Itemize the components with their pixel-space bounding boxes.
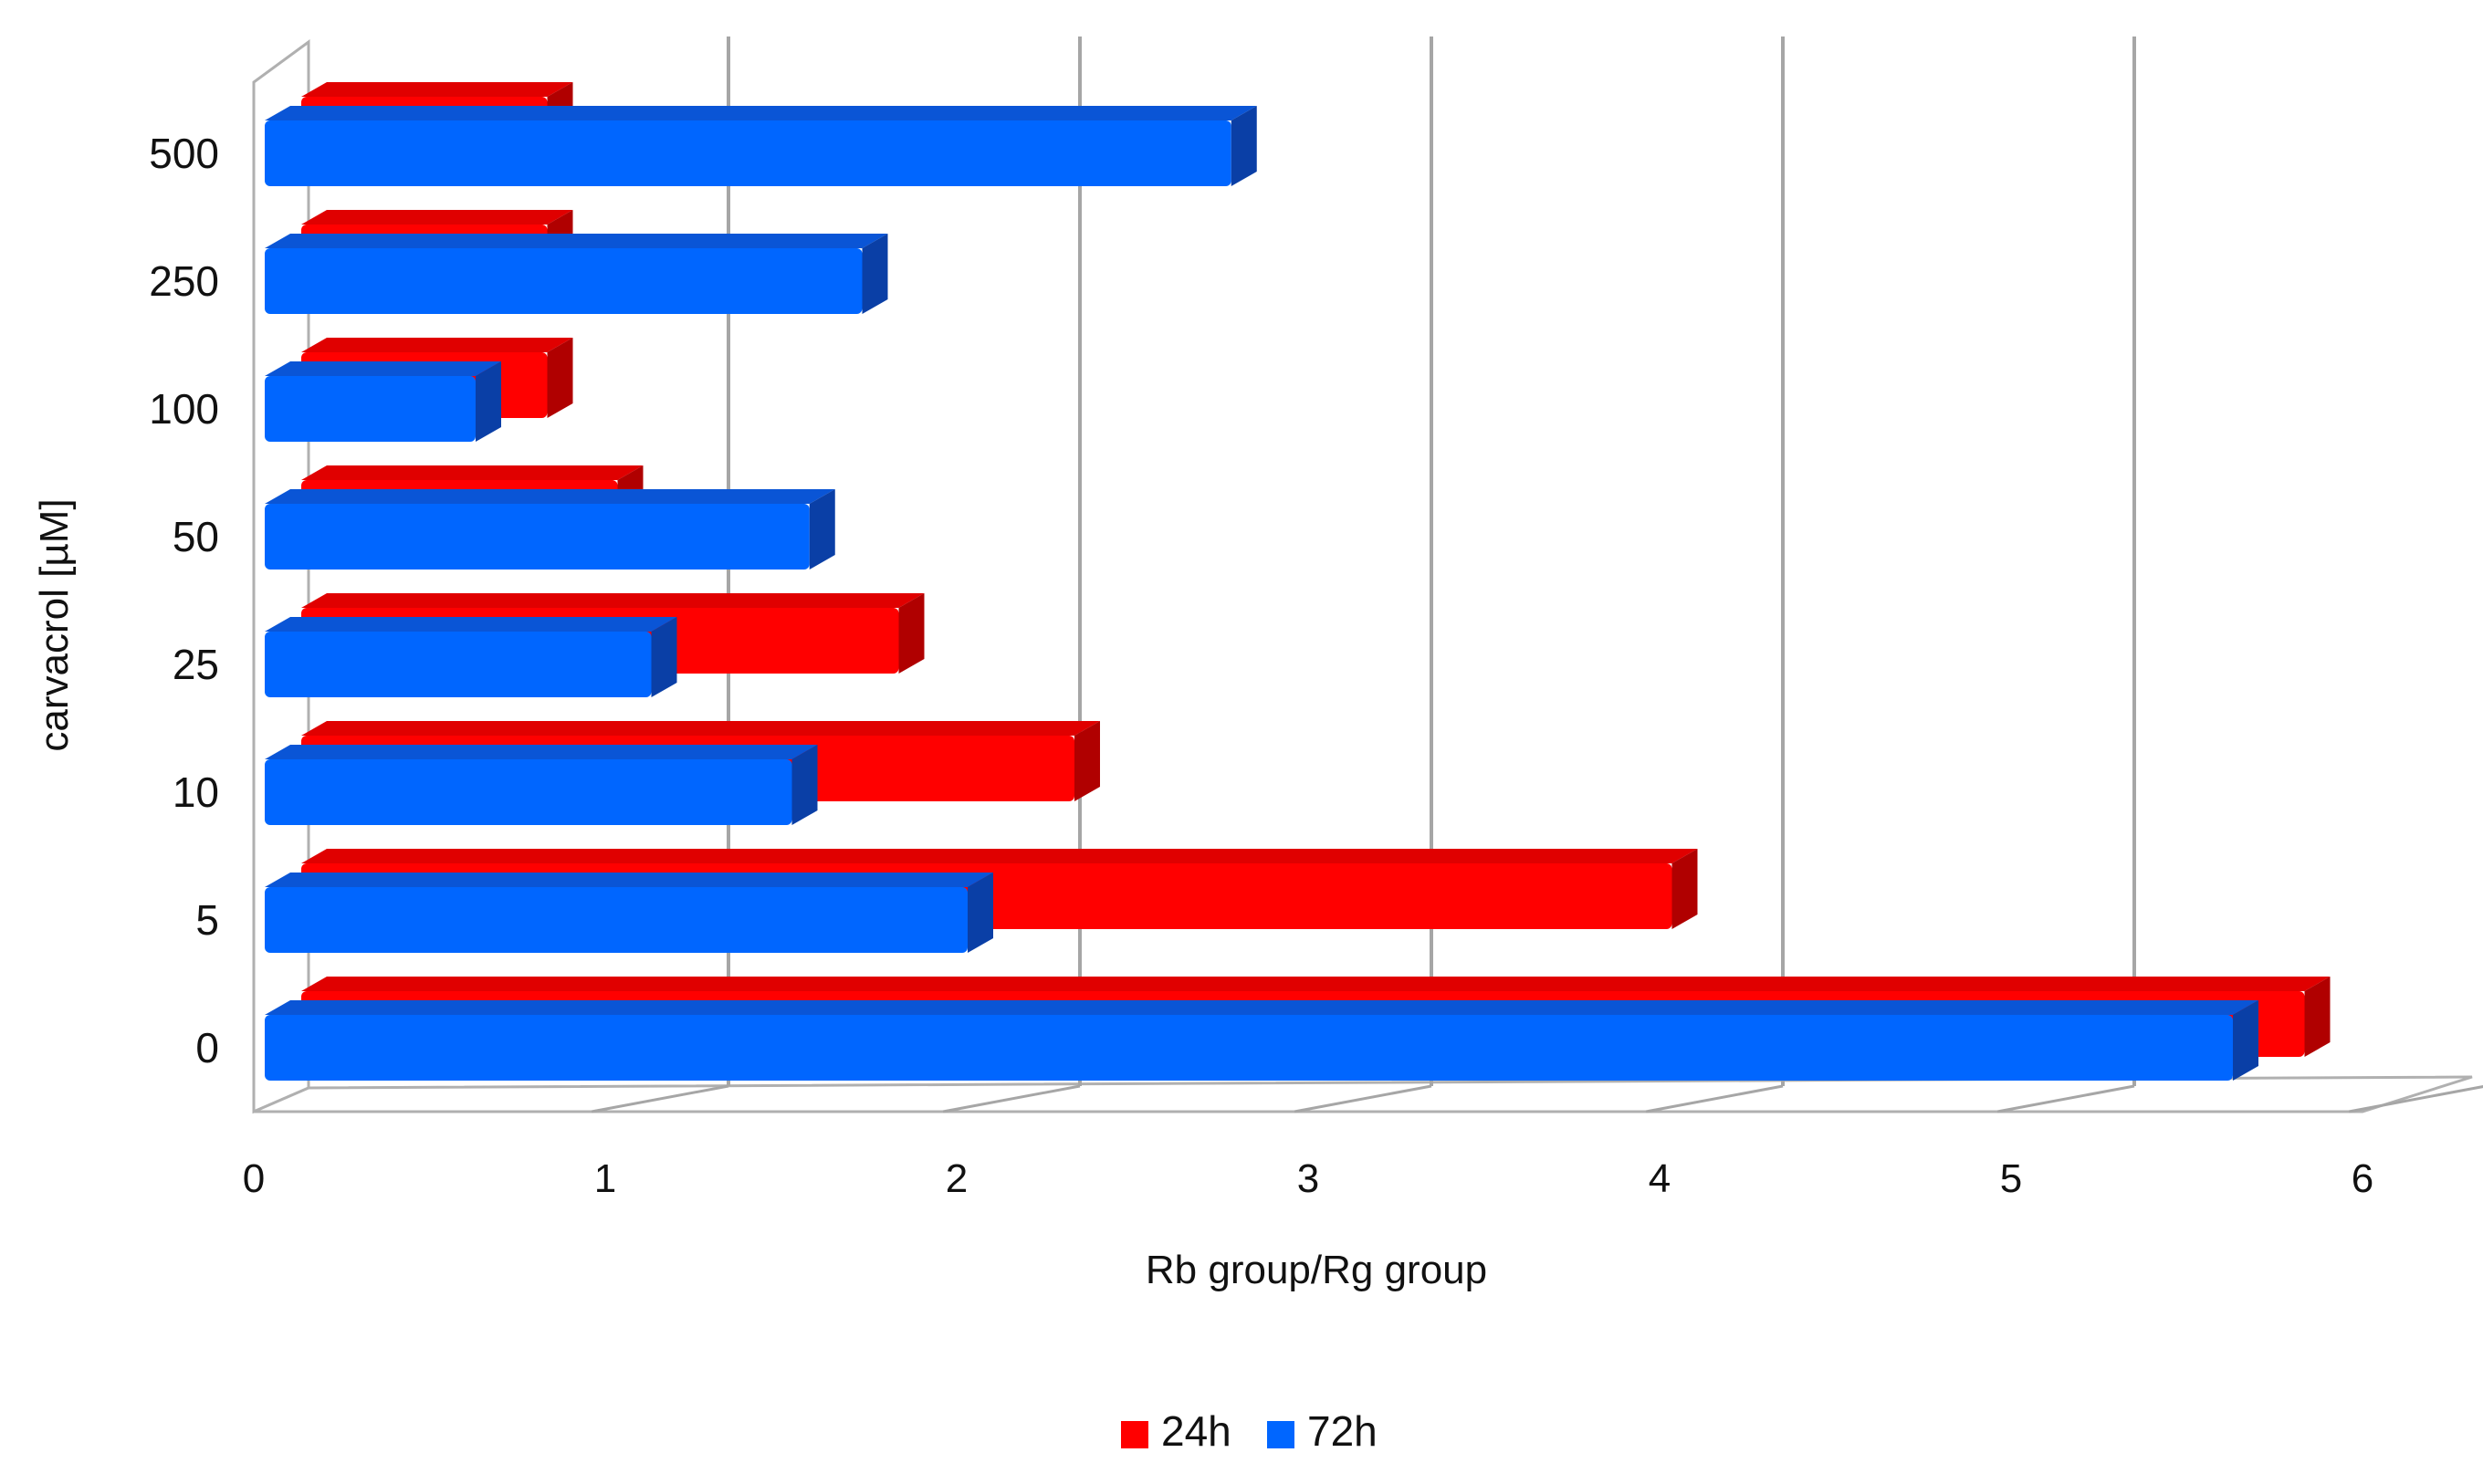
category-label-50: 50 [173,513,219,560]
bar-24h-0-top [301,977,2331,991]
bar-72h-0-front [265,1015,2233,1081]
bar-72h-50-top [265,489,835,504]
bar-24h-5-side [1671,849,1698,929]
bar-24h-25-side [898,593,925,674]
category-label-0: 0 [195,1024,219,1071]
bar-24h-5-top [301,849,1698,863]
x-axis-title: Rb group/Rg group [1146,1248,1487,1292]
bar-72h-10-side [791,745,818,825]
bar-72h-0 [265,1000,2258,1081]
bar-72h-100-front [265,376,476,442]
x-tick-label-6: 6 [2352,1156,2373,1201]
category-label-500: 500 [149,130,219,177]
floor-gridline [942,1084,1081,1113]
bar-24h-100-side [547,338,573,418]
bars [265,82,2331,1081]
bar-72h-100 [265,361,501,442]
bar-24h-25-top [301,593,925,608]
x-tick-label-3: 3 [1297,1156,1319,1201]
bar-72h-50-side [809,489,835,570]
bar-72h-5 [265,873,993,953]
bar-72h-500-top [265,106,1257,120]
bar-72h-250-front [265,248,863,314]
y-axis-title: carvacrol [µM] [32,498,77,751]
bar-72h-500-front [265,120,1231,186]
bar-72h-10 [265,745,818,825]
bar-72h-10-top [265,745,818,759]
floor-gridline [1294,1084,1432,1113]
bar-72h-50 [265,489,835,570]
floor-gridline [2348,1085,2483,1113]
category-label-10: 10 [173,768,219,816]
bar-24h-50-top [301,465,644,480]
category-label-5: 5 [195,896,219,944]
bar-24h-10-top [301,721,1100,736]
bar-72h-25-side [651,617,677,697]
category-label-250: 250 [149,257,219,305]
bar-72h-100-top [265,361,501,376]
bar-24h-0-side [2304,977,2331,1057]
category-labels: 0 5 10 25 50 100 250 500 [149,130,219,1071]
category-label-100: 100 [149,385,219,433]
bar-72h-500-side [1231,106,1257,186]
legend-label-24h: 24h [1161,1407,1231,1455]
bar-72h-0-side [2233,1000,2258,1081]
bar-24h-500-top [301,82,573,97]
x-tick-label-4: 4 [1649,1156,1671,1201]
bar-72h-250-side [862,234,888,314]
bar-72h-50-front [265,504,810,570]
bar-24h-10-side [1074,721,1100,801]
bar-72h-10-front [265,759,792,825]
x-tick-label-2: 2 [946,1156,968,1201]
floor-gridline [1996,1084,2135,1113]
bar-72h-25-front [265,632,652,697]
x-tick-labels: 0 1 2 3 4 5 6 [243,1156,2373,1201]
bar-72h-0-top [265,1000,2258,1015]
bar-72h-100-side [476,361,501,442]
floor [253,1075,2473,1113]
bar-24h-100-top [301,338,573,352]
legend-swatch-24h [1121,1421,1148,1448]
floor-gridline [1645,1084,1784,1113]
legend-swatch-72h [1267,1421,1294,1448]
x-tick-label-1: 1 [594,1156,616,1201]
bar-72h-250 [265,234,888,314]
category-label-25: 25 [173,641,219,688]
bar-72h-25 [265,617,677,697]
bar-72h-250-top [265,234,888,248]
floor-gridline [591,1084,729,1113]
x-tick-label-0: 0 [243,1156,265,1201]
bar-72h-500 [265,106,1257,186]
bar-72h-25-top [265,617,677,632]
legend-label-72h: 72h [1307,1407,1378,1455]
x-tick-label-5: 5 [2000,1156,2022,1201]
bar-72h-5-side [968,873,993,953]
legend: 24h 72h [1121,1407,1378,1455]
bar-72h-5-top [265,873,993,887]
bar-24h-250-top [301,210,573,225]
bar-72h-5-front [265,887,968,953]
